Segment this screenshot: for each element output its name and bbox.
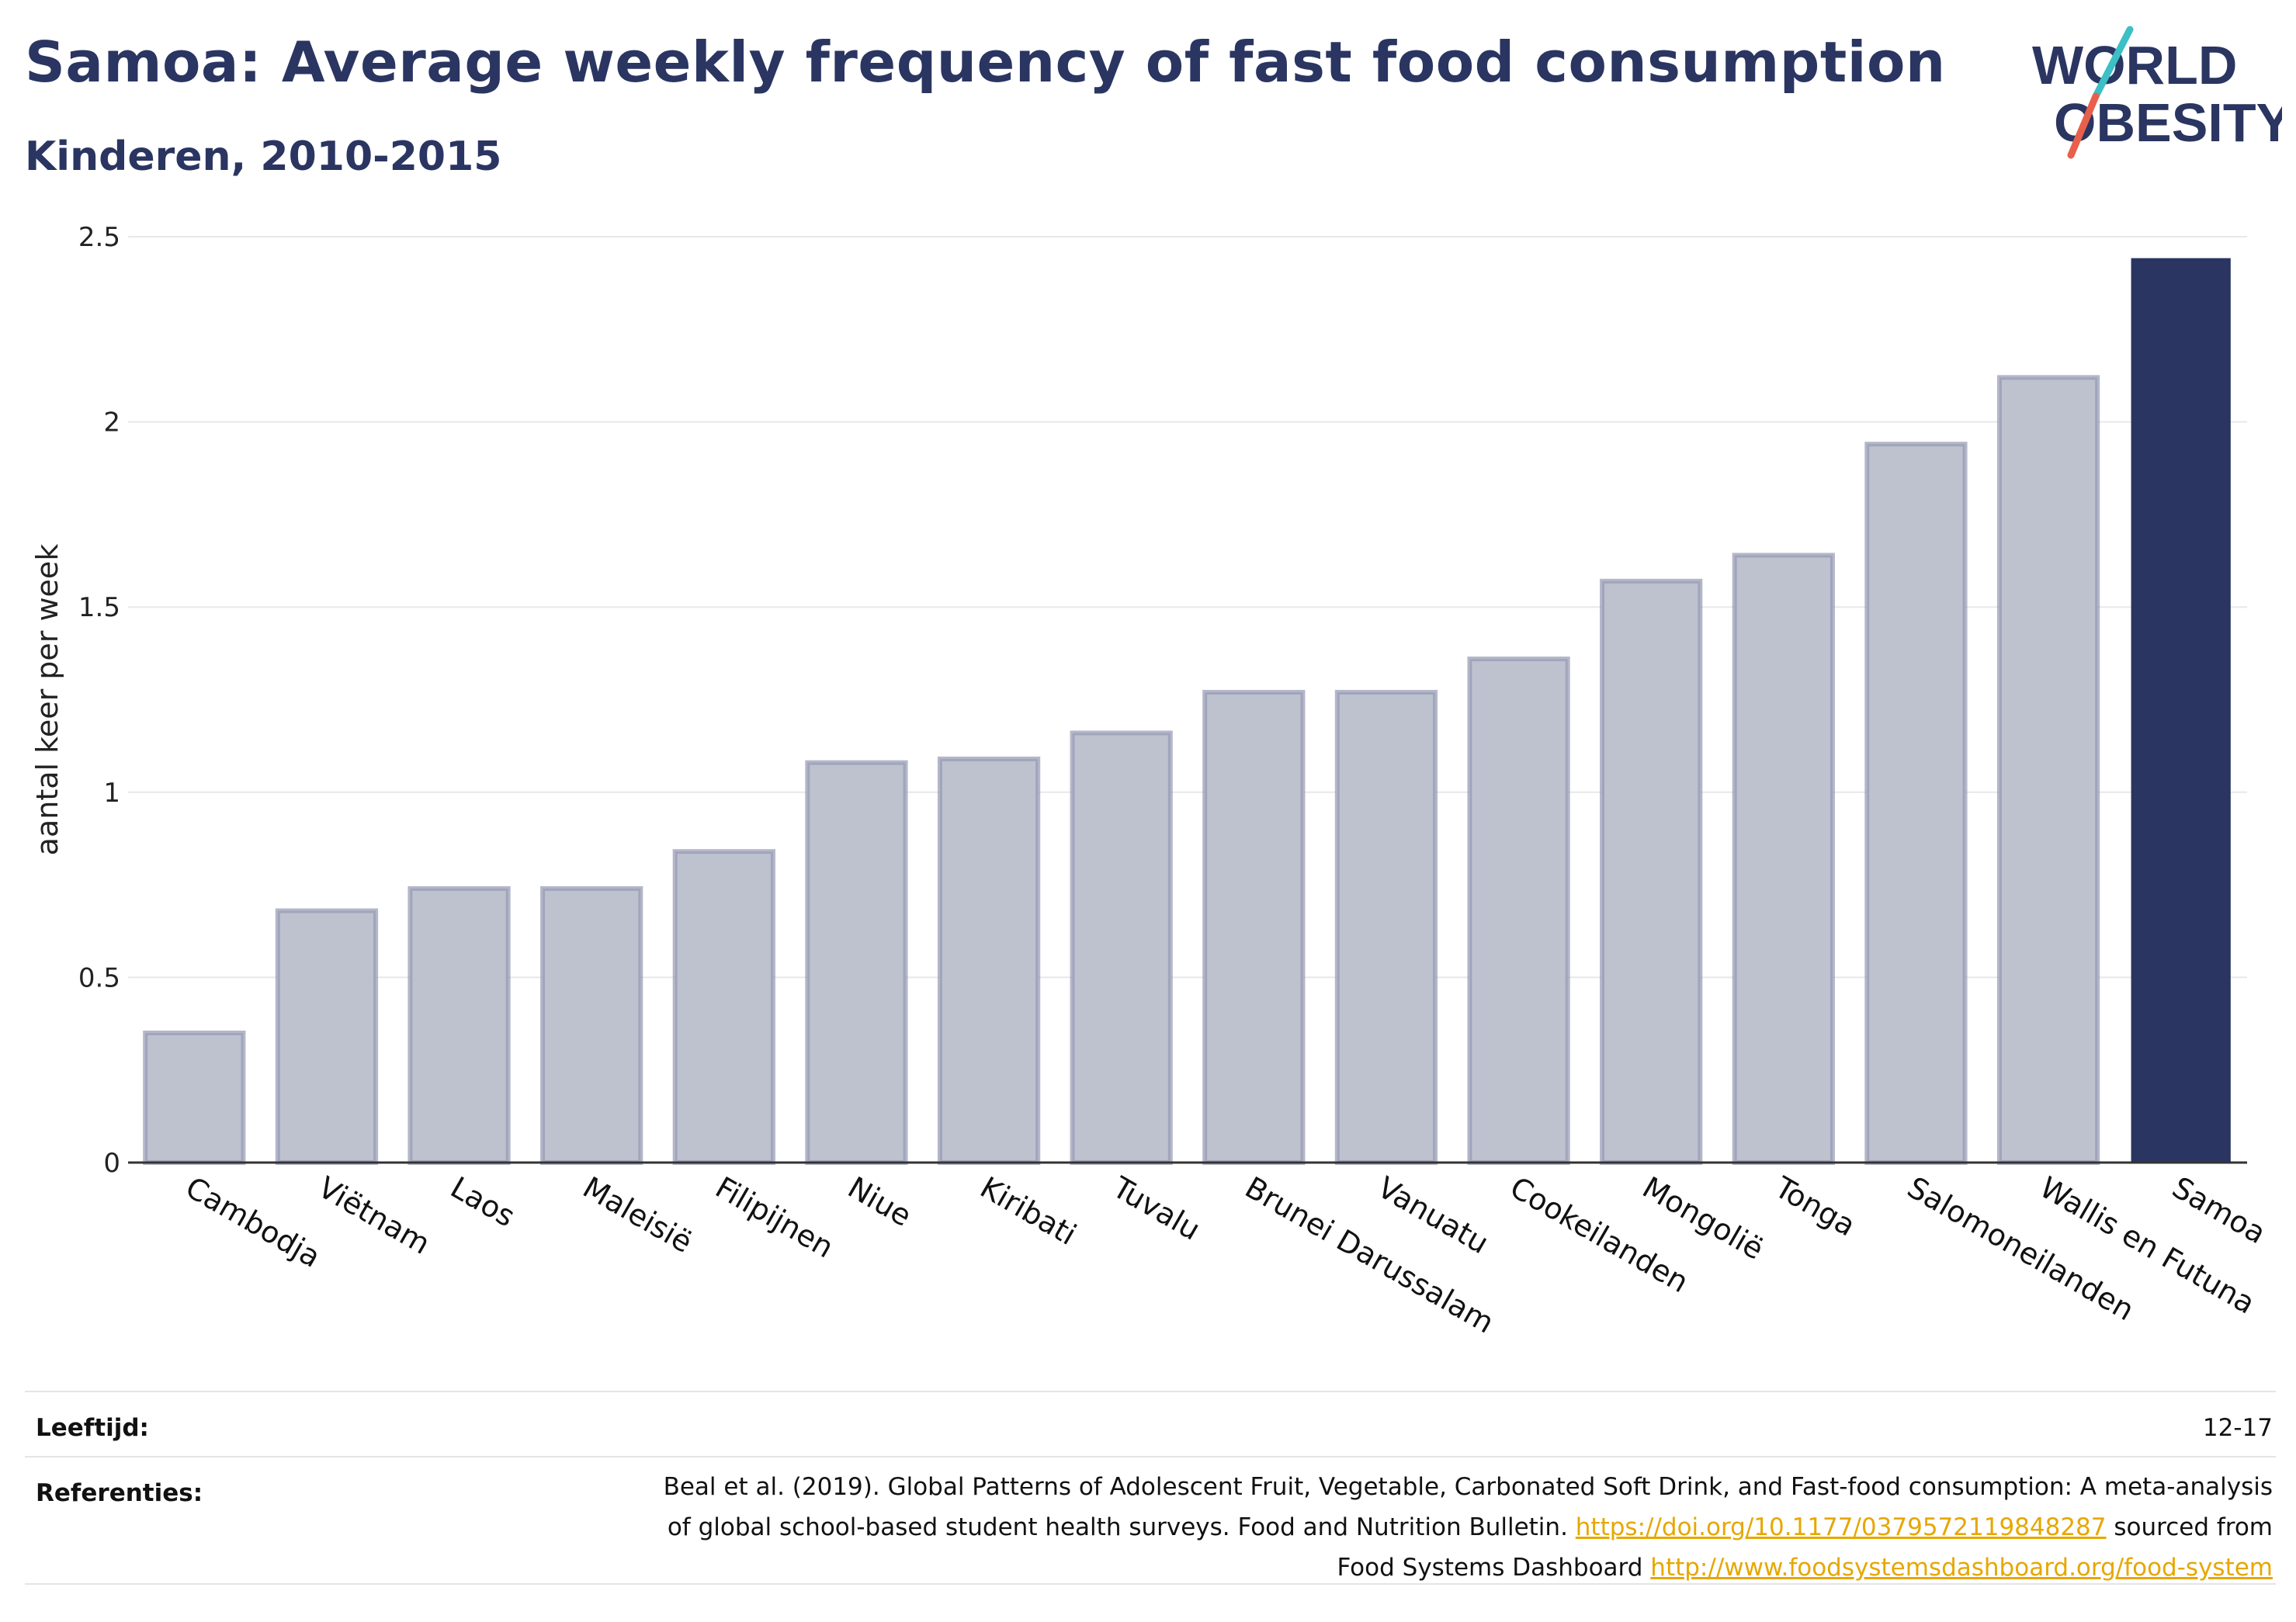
x-tick-label: Laos bbox=[445, 1170, 521, 1234]
logo-line1: WORLD bbox=[2032, 35, 2237, 95]
divider bbox=[25, 1391, 2276, 1392]
logo-slash-teal bbox=[2092, 26, 2134, 100]
reference-citation: Beal et al. (2019). Global Patterns of A… bbox=[663, 1473, 2273, 1541]
chart-subtitle: Kinderen, 2010-2015 bbox=[25, 133, 502, 180]
bar-chart: 0 0.5 1 1.5 2 2.5 aantal keer per week Cambodja… bbox=[30, 222, 2272, 1340]
bar-maleisi- bbox=[540, 886, 643, 1165]
bar-kiribati bbox=[937, 756, 1041, 1165]
bar-tuvalu bbox=[1070, 730, 1173, 1165]
bar-cambodja bbox=[143, 1030, 246, 1165]
x-tick-label: Wallis en Futuna bbox=[2034, 1170, 2261, 1321]
age-value: 12-17 bbox=[2202, 1414, 2273, 1442]
bar-filipijnen bbox=[672, 849, 775, 1165]
bar-vi-tnam bbox=[275, 908, 379, 1166]
chart-title: Samoa: Average weekly frequency of fast … bbox=[25, 29, 1946, 95]
divider bbox=[25, 1456, 2276, 1457]
y-tick-label: 0.5 bbox=[78, 962, 120, 993]
x-tick-label: Tonga bbox=[1768, 1170, 1861, 1242]
references-label: Referenties: bbox=[36, 1479, 203, 1507]
bar-wallis-en-futuna bbox=[1996, 375, 2100, 1165]
x-tick-label: Filipijnen bbox=[709, 1170, 839, 1265]
bar-laos bbox=[408, 886, 511, 1165]
doi-link[interactable]: https://doi.org/10.1177/0379572119848287 bbox=[1575, 1513, 2107, 1541]
bar-vanuatu bbox=[1334, 689, 1438, 1165]
bar-brunei-darussalam bbox=[1202, 689, 1306, 1165]
bar-samoa bbox=[2131, 258, 2231, 1164]
bar-salomoneilanden bbox=[1864, 442, 1968, 1165]
world-obesity-logo: WORLD OBESITY bbox=[2032, 26, 2282, 159]
y-axis-label: aantal keer per week bbox=[30, 544, 64, 856]
x-tick-label: Cambodja bbox=[180, 1170, 326, 1274]
x-tick-label: Viëtnam bbox=[312, 1170, 435, 1261]
bar-mongoli- bbox=[1600, 578, 1703, 1165]
y-tick-label: 1.5 bbox=[78, 592, 120, 623]
x-tick-label: Salomoneilanden bbox=[1902, 1170, 2140, 1328]
x-tick-label: Samoa bbox=[2166, 1170, 2271, 1251]
logo-slash-red bbox=[2067, 92, 2100, 159]
x-tick-label: Brunei Darussalam bbox=[1240, 1170, 1500, 1340]
reference-source: sourced from Food Systems Dashboard bbox=[1337, 1513, 2273, 1582]
bar-tonga bbox=[1732, 553, 1835, 1165]
y-tick-label: 2 bbox=[103, 407, 120, 438]
bar-cookeilanden bbox=[1467, 657, 1570, 1165]
y-tick-label: 1 bbox=[103, 778, 120, 809]
bar-niue bbox=[805, 760, 908, 1165]
x-tick-label: Tuvalu bbox=[1106, 1170, 1205, 1247]
divider bbox=[25, 1583, 2276, 1585]
references-text: Beal et al. (2019). Global Patterns of A… bbox=[643, 1467, 2273, 1588]
y-tick-label: 2.5 bbox=[78, 222, 120, 253]
y-tick-label: 0 bbox=[103, 1148, 120, 1179]
x-tick-label: Niue bbox=[842, 1170, 917, 1233]
x-tick-label: Kiribati bbox=[975, 1170, 1083, 1252]
dashboard-link[interactable]: http://www.foodsystemsdashboard.org/food… bbox=[1650, 1554, 2273, 1582]
age-label: Leeftijd: bbox=[36, 1414, 149, 1442]
x-tick-label: Maleisië bbox=[577, 1170, 699, 1260]
